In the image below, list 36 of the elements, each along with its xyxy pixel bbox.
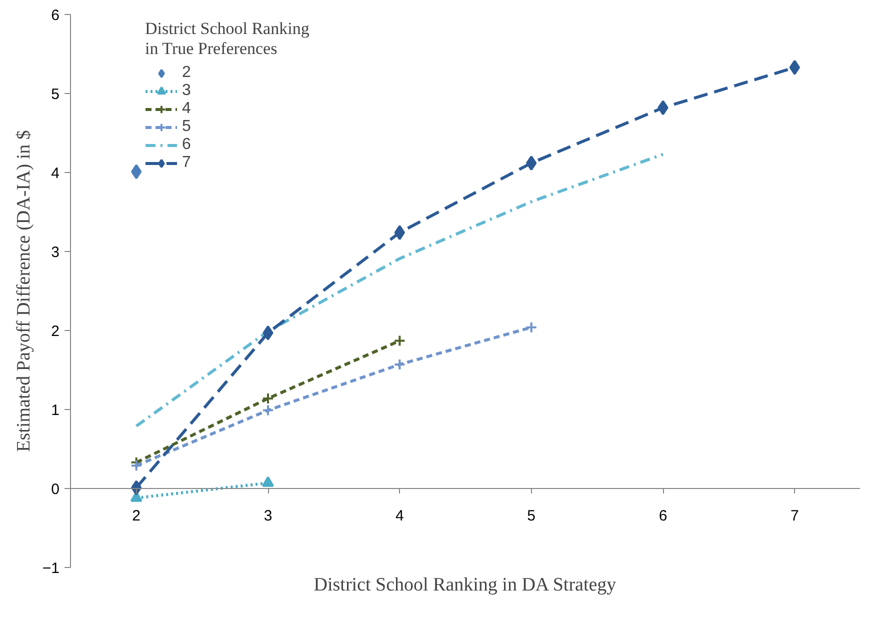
x-axis-title: District School Ranking in DA Strategy: [314, 574, 617, 596]
y-tick-label: 1: [51, 402, 60, 419]
y-tick-label: 0: [51, 481, 60, 498]
y-tick-label: 3: [51, 244, 60, 261]
point: [130, 460, 142, 472]
x-tick-label: 2: [132, 508, 141, 524]
y-tick-label: 2: [51, 323, 60, 340]
legend-title: District School Ranking in True Preferences: [145, 19, 310, 59]
legend-label: 3: [182, 82, 192, 100]
point: [526, 156, 537, 171]
x-tick-label: 5: [527, 508, 536, 524]
point: [658, 100, 668, 116]
x-tick-label: 4: [395, 508, 404, 524]
x-tick-label: 7: [790, 508, 799, 524]
y-tick-label: 6: [51, 7, 60, 24]
line-series: [134, 152, 664, 428]
y-tick-label: 4: [51, 165, 60, 182]
x-tick-label: 3: [264, 508, 272, 524]
y-tick-label: −1: [42, 560, 60, 577]
y-tick-label: 5: [51, 86, 60, 103]
point: [525, 321, 538, 334]
point: [262, 404, 274, 416]
point: [394, 334, 406, 347]
x-tick-label: 6: [658, 508, 668, 524]
legend-label: 6: [182, 136, 192, 154]
legend-label: 4: [182, 100, 192, 118]
point: [262, 325, 274, 340]
y-axis-title: Estimated Payoff Difference (DA-IA) in $: [13, 130, 34, 452]
legend-label: 7: [182, 154, 192, 172]
point: [394, 225, 405, 240]
point: [789, 60, 800, 75]
point: [131, 164, 142, 180]
legend-label: 5: [182, 118, 192, 136]
legend-label: 2: [182, 64, 192, 82]
point: [394, 358, 406, 370]
point: [262, 392, 274, 404]
